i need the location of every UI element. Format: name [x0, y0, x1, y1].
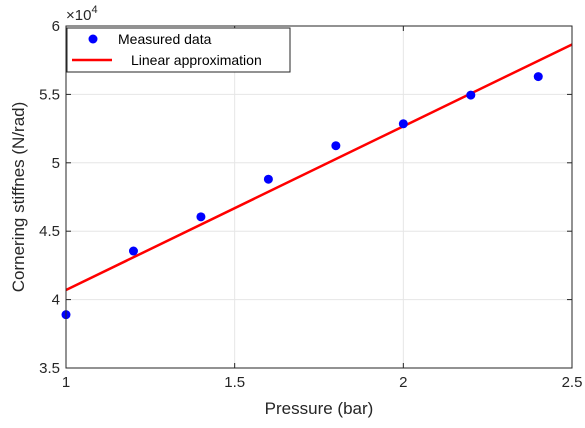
y-tick-label: 4	[52, 292, 60, 309]
x-tick-label: 2	[399, 374, 407, 391]
y-tick-label: 5	[52, 155, 60, 172]
y-tick-label: 6	[52, 18, 60, 35]
x-tick-label: 1	[62, 374, 70, 391]
y-axis-label: Cornering stiffnes (N/rad)	[9, 102, 28, 293]
data-point-measured	[196, 212, 206, 222]
legend-label-linear-approximation: Linear approximation	[131, 52, 262, 68]
data-point-measured	[466, 90, 476, 100]
legend-label-measured-data: Measured data	[118, 31, 212, 47]
x-tick-label: 1.5	[224, 374, 245, 391]
x-tick-label: 2.5	[562, 374, 583, 391]
plot-frame	[65, 25, 573, 369]
legend-box	[66, 27, 291, 73]
y-tick-label: 4.5	[39, 223, 60, 240]
data-point-measured	[263, 174, 273, 184]
series-line-linear-approximation	[65, 43, 573, 292]
y-tick-label: 5.5	[39, 86, 60, 103]
data-point-measured	[128, 246, 138, 256]
y-multiplier-exponent: 4	[91, 4, 97, 16]
plot-background	[66, 26, 572, 368]
legend: Measured data Linear approximation	[66, 27, 291, 73]
data-point-measured	[331, 141, 341, 151]
y-multiplier-label: ×104	[66, 4, 98, 24]
data-point-measured	[398, 119, 408, 129]
y-tick-label: 3.5	[39, 360, 60, 377]
x-axis-label: Pressure (bar)	[265, 399, 374, 418]
data-point-measured	[533, 72, 543, 82]
legend-marker-measured-data	[88, 34, 98, 44]
